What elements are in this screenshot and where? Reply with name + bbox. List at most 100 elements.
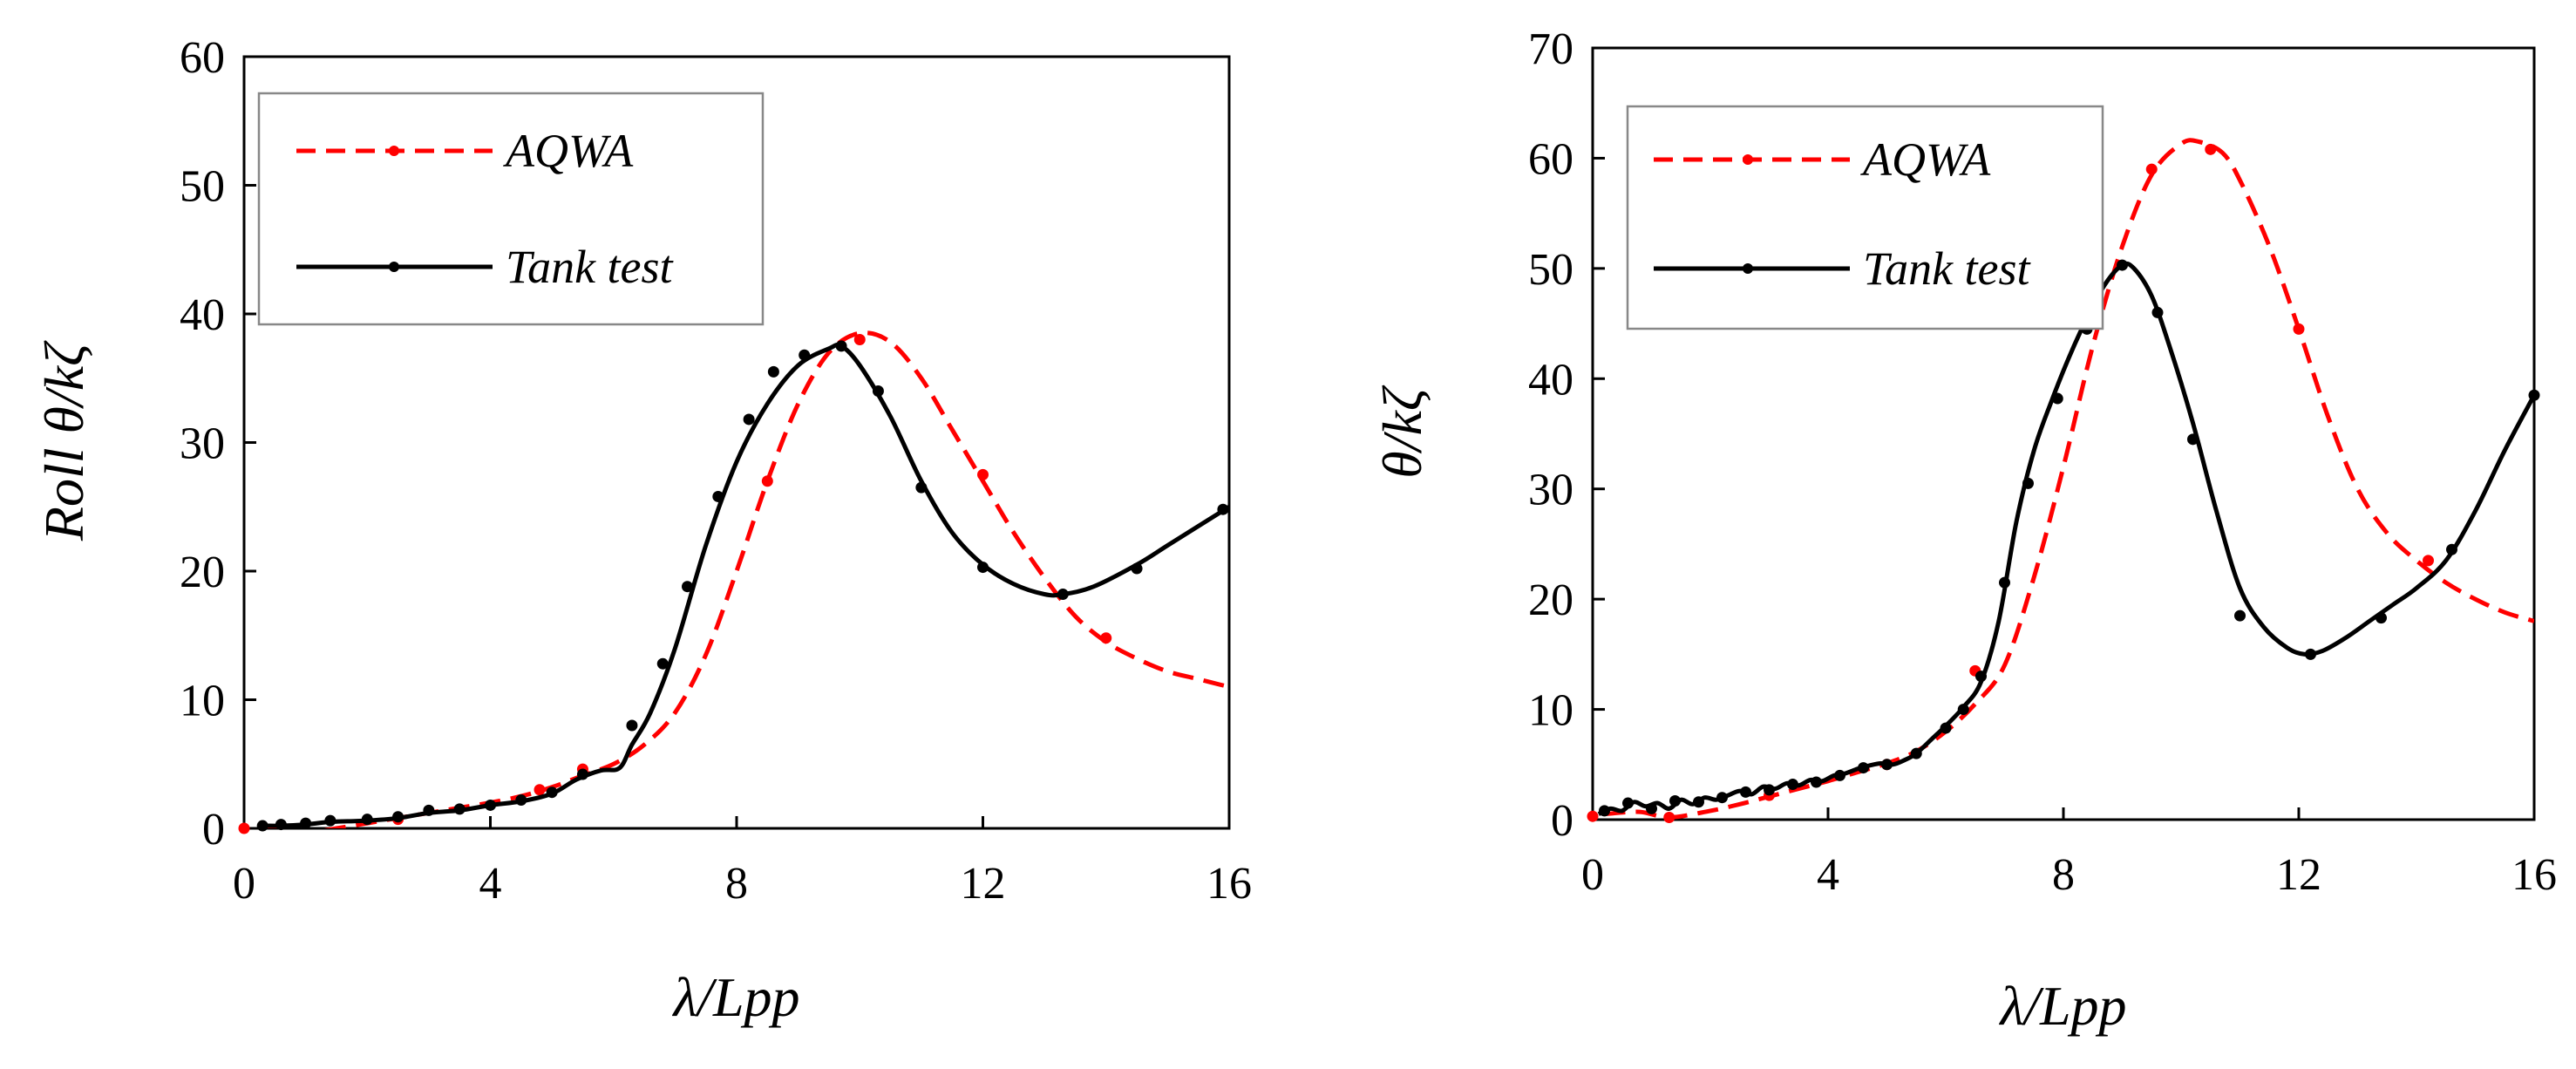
data-point-tank-test — [2375, 612, 2387, 624]
data-point-aqwa — [761, 475, 773, 487]
data-point-tank-test — [392, 811, 404, 823]
data-point-aqwa — [2423, 555, 2434, 567]
y-tick-label: 60 — [180, 33, 225, 83]
data-point-tank-test — [2117, 259, 2128, 271]
x-tick-label: 4 — [479, 859, 502, 909]
data-point-aqwa — [1587, 810, 1599, 822]
data-point-tank-test — [1057, 589, 1069, 601]
x-tick-label: 16 — [2511, 850, 2557, 900]
series-theta — [1587, 138, 2540, 823]
x-tick-label: 12 — [961, 859, 1006, 909]
data-point-aqwa — [2293, 323, 2305, 335]
data-point-tank-test — [515, 794, 527, 807]
data-point-tank-test — [546, 786, 558, 799]
x-ticks-roll: 0 4 8 12 16 — [233, 816, 1252, 909]
data-point-tank-test — [256, 820, 268, 832]
data-point-tank-test — [1811, 776, 1822, 788]
series-line-tank-test — [1597, 261, 2534, 816]
chart-theta: 0 10 20 30 40 50 60 70 0 4 8 12 16 λ/Lpp θ/kζ AQWA … — [1371, 24, 2557, 1037]
x-tick-label: 8 — [725, 859, 748, 909]
legend-theta: AQWA Tank test — [1626, 105, 2104, 330]
data-point-tank-test — [1999, 576, 2010, 589]
data-point-tank-test — [2051, 392, 2063, 405]
data-point-tank-test — [656, 657, 669, 670]
legend-tank-label-theta: Tank test — [1863, 242, 2032, 295]
x-axis-title-theta: λ/Lpp — [1998, 975, 2126, 1037]
y-tick-label: 30 — [1528, 466, 1573, 515]
y-tick-label: 0 — [1551, 796, 1573, 846]
data-point-tank-test — [835, 340, 847, 352]
data-point-tank-test — [915, 481, 928, 494]
data-point-tank-test — [2234, 609, 2246, 622]
data-point-tank-test — [626, 719, 638, 732]
x-tick-label: 8 — [2052, 850, 2075, 900]
data-point-tank-test — [1646, 802, 1657, 814]
legend-box-theta — [1626, 105, 2104, 330]
legend-aqwa-marker-theta — [1743, 154, 1753, 165]
data-point-tank-test — [1881, 759, 1893, 771]
y-ticks-roll: 0 10 20 30 40 50 60 — [180, 33, 256, 855]
data-point-tank-test — [2187, 433, 2199, 446]
y-tick-label: 0 — [202, 805, 225, 855]
data-point-tank-test — [977, 562, 989, 574]
y-axis-title-roll: Roll θ/kζ — [33, 340, 95, 541]
legend-tank-label-roll: Tank test — [506, 241, 675, 293]
y-tick-label: 20 — [180, 548, 225, 597]
data-point-tank-test — [576, 768, 588, 780]
data-point-tank-test — [1764, 784, 1775, 796]
y-tick-label: 10 — [1528, 686, 1573, 736]
legend-box-roll — [257, 92, 765, 326]
data-point-tank-test — [1940, 722, 1952, 734]
data-point-tank-test — [1131, 562, 1143, 575]
data-point-tank-test — [1975, 671, 1987, 683]
data-point-aqwa — [2145, 163, 2158, 175]
data-point-tank-test — [1858, 762, 1869, 774]
x-tick-label: 0 — [1581, 850, 1604, 900]
data-point-tank-test — [453, 803, 466, 815]
data-point-aqwa — [1100, 632, 1112, 644]
data-point-tank-test — [300, 817, 312, 829]
x-tick-label: 0 — [233, 859, 255, 909]
legend-aqwa-marker-roll — [389, 146, 399, 156]
data-point-tank-test — [1599, 805, 1610, 817]
data-point-tank-test — [1622, 797, 1634, 809]
data-point-aqwa — [1663, 811, 1675, 823]
data-point-aqwa — [977, 468, 989, 480]
legend-tank-marker-theta — [1743, 263, 1753, 274]
data-point-aqwa — [853, 334, 866, 345]
legend-aqwa-label-roll: AQWA — [503, 125, 634, 177]
data-point-tank-test — [872, 385, 884, 397]
data-point-tank-test — [1669, 795, 1681, 807]
y-tick-label: 50 — [1528, 245, 1573, 295]
y-tick-label: 60 — [1528, 134, 1573, 184]
data-point-aqwa — [2205, 143, 2217, 155]
x-ticks-theta: 0 4 8 12 16 — [1581, 807, 2557, 900]
data-point-tank-test — [324, 814, 336, 827]
data-point-tank-test — [1910, 747, 1922, 759]
data-point-tank-test — [743, 413, 755, 426]
data-point-tank-test — [2446, 543, 2457, 555]
y-tick-label: 70 — [1528, 24, 1573, 74]
data-point-aqwa — [534, 784, 546, 796]
legend-roll: AQWA Tank test — [257, 92, 765, 326]
data-point-tank-test — [2528, 389, 2540, 401]
legend-aqwa-label-theta: AQWA — [1860, 133, 1991, 186]
data-point-aqwa — [238, 822, 250, 834]
data-point-tank-test — [1740, 786, 1751, 798]
y-tick-label: 20 — [1528, 575, 1573, 625]
y-ticks-theta: 0 10 20 30 40 50 60 70 — [1528, 24, 1605, 846]
y-tick-label: 40 — [180, 290, 225, 340]
y-tick-label: 10 — [180, 677, 225, 726]
data-point-tank-test — [485, 799, 496, 811]
x-tick-label: 4 — [1817, 850, 1839, 900]
x-tick-label: 12 — [2276, 850, 2321, 900]
data-point-tank-test — [361, 814, 373, 826]
data-point-tank-test — [423, 804, 435, 816]
legend-tank-marker-roll — [389, 262, 399, 272]
data-point-tank-test — [275, 819, 287, 831]
data-point-tank-test — [1834, 769, 1845, 781]
y-axis-title-theta: θ/kζ — [1371, 385, 1433, 479]
chart-roll: 0 10 20 30 40 50 60 0 4 8 12 16 λ/Lpp Roll θ/kζ AQ… — [33, 33, 1252, 1028]
data-point-tank-test — [1716, 792, 1728, 804]
